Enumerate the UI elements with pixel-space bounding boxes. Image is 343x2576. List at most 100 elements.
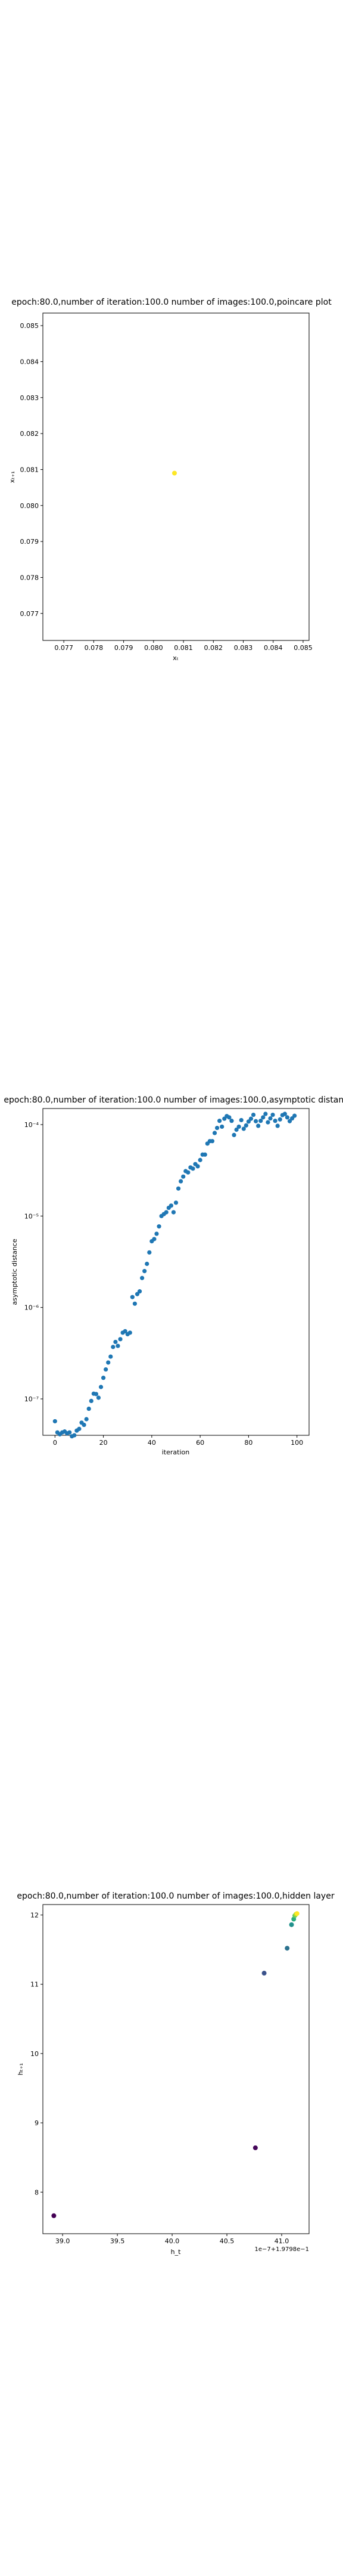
data-point	[234, 1127, 239, 1132]
data-point	[236, 1124, 241, 1129]
data-point	[157, 1224, 161, 1229]
data-point	[198, 1157, 202, 1162]
y-tick-label: 10⁻⁶	[24, 1304, 39, 1312]
data-point	[113, 1339, 118, 1345]
data-point	[51, 2213, 57, 2218]
data-point	[145, 1261, 149, 1267]
x-tick-label: 39.5	[110, 2237, 125, 2245]
data-point	[101, 1376, 106, 1380]
data-point	[93, 1392, 98, 1397]
data-point	[118, 1337, 123, 1342]
data-point	[108, 1354, 113, 1359]
data-point	[127, 1330, 132, 1335]
data-point	[172, 470, 177, 476]
asymptotic-distance-chart: epoch:80.0,number of iteration:100.0 num…	[4, 1095, 343, 1456]
data-point	[232, 1132, 236, 1138]
y-tick-label: 0.084	[20, 358, 39, 366]
data-point	[273, 1119, 277, 1123]
data-point	[173, 1200, 179, 1205]
x-tick-label: 39.0	[55, 2237, 70, 2245]
data-point	[186, 1170, 191, 1175]
data-point	[289, 1922, 294, 1927]
data-point	[210, 1139, 215, 1144]
x-tick-label: 100	[291, 1439, 303, 1447]
data-point	[282, 1111, 287, 1116]
data-point	[285, 1946, 290, 1951]
x-tick-label: 60	[196, 1439, 204, 1447]
data-point	[261, 1115, 266, 1120]
data-point	[212, 1131, 217, 1135]
data-point	[130, 1295, 135, 1299]
data-point	[152, 1237, 157, 1241]
x-tick-label: 0.083	[234, 644, 253, 652]
x-tick-label: 20	[99, 1439, 108, 1447]
data-point	[258, 1119, 263, 1123]
data-point	[270, 1112, 275, 1117]
data-point	[67, 1430, 72, 1435]
data-point	[191, 1166, 195, 1171]
data-point	[86, 1406, 91, 1411]
y-axis-ticks: 0.077 0.078 0.079 0.080 0.081 0.082 0.083 0.084…	[20, 322, 43, 618]
x-axis-ticks: 39.0 39.5 40.0 40.5 41.0	[55, 2234, 289, 2245]
data-point	[244, 1123, 248, 1128]
data-point	[116, 1343, 120, 1348]
data-point	[266, 1120, 270, 1125]
data-point	[179, 1179, 183, 1184]
data-point	[176, 1186, 181, 1191]
x-tick-label: 0.081	[174, 644, 193, 652]
x-axis-ticks: 0.077 0.078 0.079 0.080 0.081 0.082 0.083 0.084…	[54, 640, 313, 652]
x-tick-label: 40.5	[220, 2237, 235, 2245]
x-tick-label: 0.077	[54, 644, 73, 652]
data-points	[52, 1111, 297, 1439]
y-tick-label: 0.079	[20, 538, 39, 546]
data-point	[82, 1422, 86, 1428]
data-point	[137, 1289, 142, 1294]
data-point	[287, 1119, 292, 1123]
data-point	[220, 1124, 224, 1129]
data-point	[164, 1210, 169, 1215]
data-point	[98, 1385, 104, 1389]
x-axis-label: xₜ	[173, 654, 179, 662]
data-point	[154, 1231, 159, 1236]
y-tick-label: 10⁻⁴	[24, 1121, 39, 1129]
x-tick-label: 0.084	[264, 644, 283, 652]
data-point	[285, 1115, 290, 1120]
data-point	[77, 1426, 82, 1431]
data-point	[263, 1111, 268, 1116]
data-point	[132, 1301, 138, 1306]
y-axis-label: hₜ₊₁	[17, 2063, 24, 2075]
y-axis-label: xₜ₊₁	[8, 471, 16, 483]
poincare-plot-chart: epoch:80.0,number of iteration:100.0 num…	[8, 298, 332, 662]
data-point	[96, 1395, 101, 1400]
y-tick-label: 0.080	[20, 502, 39, 510]
data-point	[227, 1115, 232, 1120]
x-tick-label: 0.078	[85, 644, 104, 652]
x-tick-label: 40.0	[165, 2237, 180, 2245]
y-tick-label: 10⁻⁵	[24, 1212, 39, 1220]
data-point	[52, 1419, 57, 1424]
y-tick-label: 0.078	[20, 574, 39, 581]
y-tick-label: 0.082	[20, 430, 39, 438]
chart-title: epoch:80.0,number of iteration:100.0 num…	[11, 298, 332, 307]
x-tick-label: 0.079	[114, 644, 133, 652]
data-point	[246, 1119, 251, 1124]
y-tick-label: 9	[35, 2119, 39, 2127]
data-point	[181, 1174, 186, 1179]
x-axis-ticks: 0 20 40 60 80 100	[53, 1435, 303, 1447]
y-tick-label: 0.077	[20, 610, 39, 618]
y-tick-label: 10⁻⁷	[24, 1395, 39, 1403]
x-tick-label: 40	[148, 1439, 156, 1447]
y-tick-label: 10	[30, 2050, 39, 2058]
data-point	[251, 1112, 256, 1117]
plot-area	[42, 1108, 310, 1436]
y-tick-label: 12	[30, 1911, 39, 1919]
data-point	[268, 1116, 273, 1121]
data-point	[292, 1113, 297, 1118]
data-point	[214, 1125, 220, 1131]
y-axis-ticks: 8 9 10 11 12	[30, 1911, 43, 2196]
y-tick-label: 0.083	[20, 394, 39, 402]
data-points	[172, 470, 177, 476]
data-point	[147, 1250, 152, 1255]
data-point	[241, 1126, 246, 1131]
data-point	[256, 1123, 261, 1128]
